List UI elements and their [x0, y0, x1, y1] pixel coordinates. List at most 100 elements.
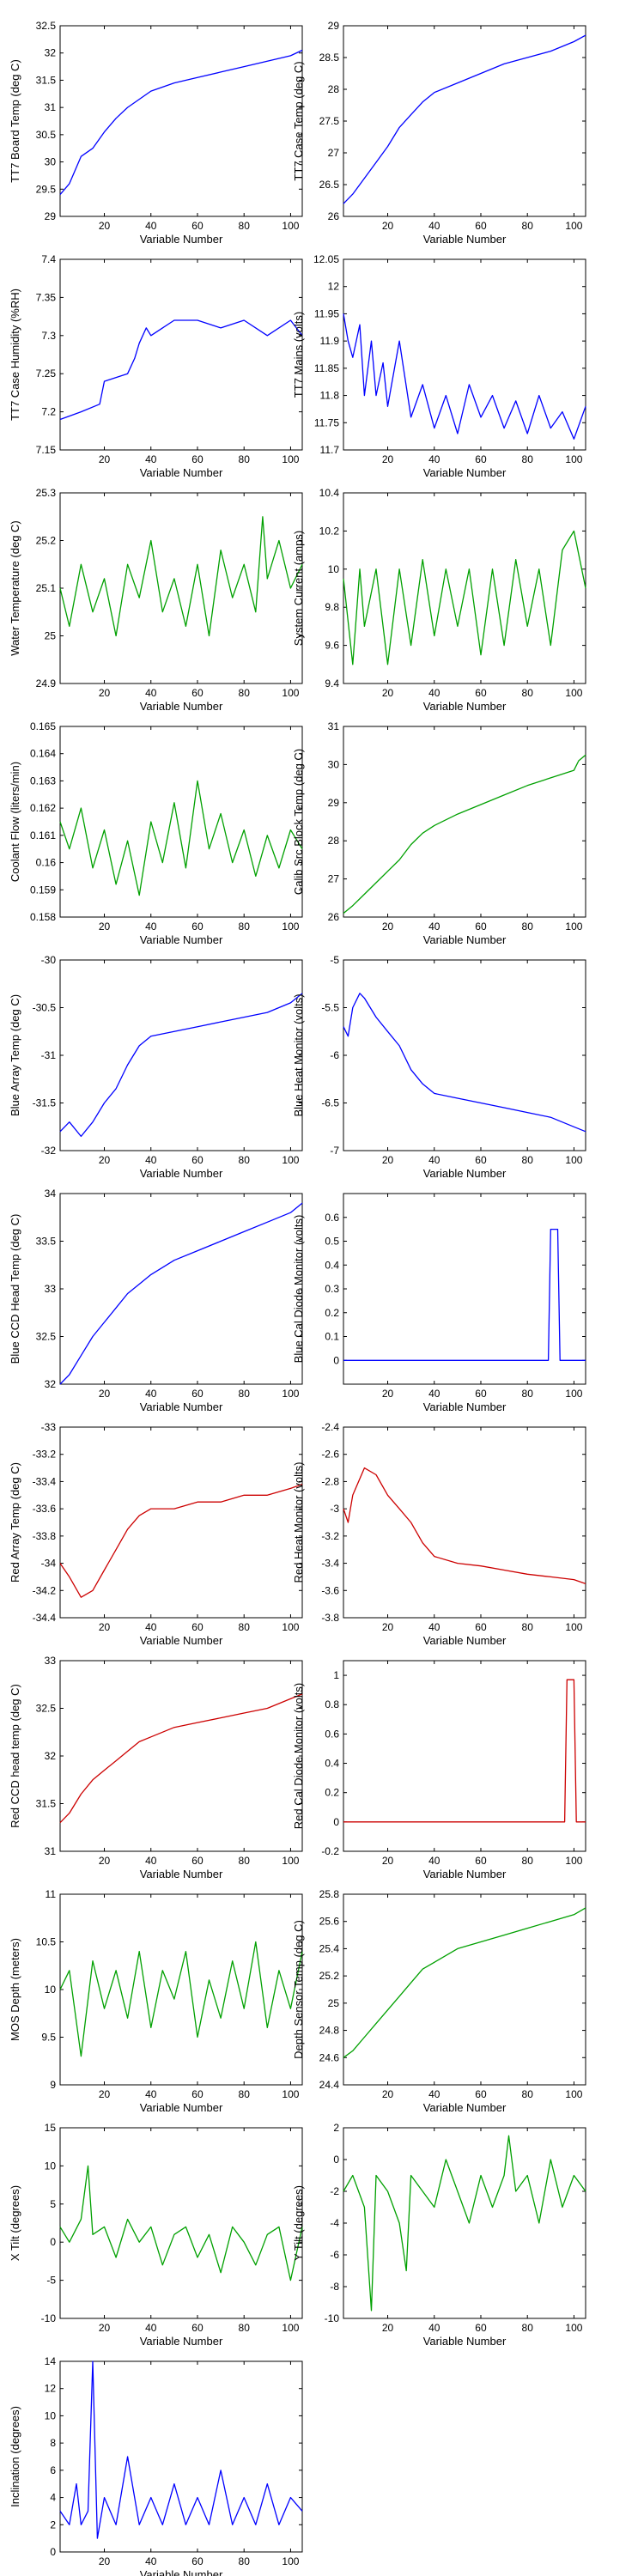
x-tick-label: 20 — [382, 687, 394, 699]
x-axis-label: Variable Number — [423, 1167, 507, 1180]
y-axis-label: TT7 Case Humidity (%RH) — [9, 289, 21, 421]
x-tick-label: 60 — [475, 220, 487, 232]
y-tick-label: -30 — [41, 954, 57, 966]
x-tick-label: 80 — [239, 2322, 251, 2334]
series-line — [59, 1941, 303, 2057]
x-tick-label: 100 — [565, 1621, 582, 1633]
y-axis-label: Water Temperature (deg C) — [9, 520, 21, 656]
chart-panel-1: 20 40 60 80 100 29 29.5 30 30.5 31 31.5 32 32.5 Varia… — [9, 20, 303, 246]
y-axis-label: Coolant Flow (liters/min) — [9, 762, 21, 882]
chart-panel-21: 20 40 60 80 100 0 2 4 6 8 10 12 14 Variable Number Inc… — [9, 2355, 303, 2576]
x-tick-label: 80 — [239, 1621, 251, 1633]
y-tick-label: 0.3 — [325, 1283, 339, 1295]
chart-panel-20: 20 40 60 80 100 -10 -8 -6 -4 -2 0 2 Variable Number Y… — [292, 2122, 586, 2348]
y-tick-label: 11 — [46, 1888, 57, 1900]
y-tick-label: 26 — [328, 210, 340, 222]
x-axis-label: Variable Number — [423, 2101, 507, 2114]
chart-panel-11: 20 40 60 80 100 32 32.5 33 33.5 34 Variable Number… — [9, 1188, 303, 1413]
y-tick-label: 7.15 — [36, 444, 57, 456]
y-tick-label: 25 — [328, 1997, 340, 2009]
x-tick-label: 60 — [475, 687, 487, 699]
series-line — [59, 1202, 303, 1385]
y-tick-label: 10 — [45, 2409, 57, 2421]
y-tick-label: -3.8 — [321, 1612, 339, 1624]
x-tick-label: 100 — [565, 453, 582, 465]
x-tick-label: 20 — [382, 220, 394, 232]
y-tick-label: 32 — [45, 1750, 57, 1762]
y-tick-label: 30 — [45, 156, 57, 168]
x-axis-label: Variable Number — [423, 2335, 507, 2348]
y-tick-label: -4 — [330, 2217, 339, 2229]
series-line — [59, 319, 303, 421]
plot-area — [59, 1660, 303, 1852]
y-tick-label: 2 — [50, 2518, 56, 2530]
y-tick-label: -6 — [330, 1049, 339, 1061]
y-tick-label: 25.4 — [319, 1942, 340, 1954]
y-tick-label: 27 — [328, 147, 340, 159]
x-tick-label: 40 — [145, 453, 157, 465]
y-tick-label: 7.3 — [41, 330, 56, 342]
x-tick-label: 20 — [382, 1855, 394, 1867]
x-tick-label: 20 — [382, 2088, 394, 2100]
y-tick-label: 0 — [50, 2236, 56, 2248]
y-tick-label: 29 — [328, 797, 340, 809]
y-axis-label: Blue Heat Monitor (volts) — [292, 993, 305, 1116]
y-tick-label: 10 — [45, 1984, 57, 1996]
x-tick-label: 60 — [191, 1855, 204, 1867]
x-axis-label: Variable Number — [140, 1868, 223, 1880]
x-tick-label: 100 — [282, 220, 299, 232]
y-tick-label: 11.95 — [314, 307, 339, 319]
series-line — [343, 313, 586, 440]
y-tick-label: -2.8 — [321, 1475, 339, 1487]
x-axis-label: Variable Number — [140, 1167, 223, 1180]
x-tick-label: 80 — [522, 220, 534, 232]
y-tick-label: 9.6 — [325, 640, 339, 652]
y-tick-label: -34 — [41, 1558, 57, 1570]
y-axis-label: X Tilt (degrees) — [9, 2185, 21, 2261]
x-tick-label: 40 — [428, 687, 440, 699]
series-line — [343, 1228, 586, 1361]
x-axis-label: Variable Number — [140, 2335, 223, 2348]
y-tick-label: 4 — [50, 2492, 56, 2504]
x-tick-label: 60 — [475, 1388, 487, 1400]
x-tick-label: 60 — [191, 687, 204, 699]
y-tick-label: 11.85 — [314, 362, 339, 374]
x-axis-label: Variable Number — [140, 1400, 223, 1413]
x-tick-label: 100 — [565, 1388, 582, 1400]
x-tick-label: 40 — [145, 2088, 157, 2100]
y-tick-label: -3 — [330, 1503, 339, 1515]
x-tick-label: 100 — [565, 2088, 582, 2100]
chart-panel-12: 20 40 60 80 100 0 0.1 0.2 0.3 0.4 0.5 0.6 Variable N… — [292, 1193, 586, 1413]
y-tick-label: 0.4 — [325, 1259, 339, 1271]
y-tick-label: 25.6 — [319, 1916, 340, 1928]
series-line — [59, 2360, 303, 2539]
y-tick-label: 9.5 — [41, 2032, 56, 2044]
y-tick-label: 1 — [333, 1669, 339, 1681]
x-tick-label: 80 — [239, 1154, 251, 1166]
y-tick-label: -33.6 — [33, 1503, 57, 1515]
x-tick-label: 80 — [522, 920, 534, 933]
y-tick-label: 33 — [45, 1283, 57, 1295]
y-axis-label: Red Cal Diode Monitor (volts) — [292, 1683, 305, 1830]
x-tick-label: 100 — [282, 920, 299, 933]
x-tick-label: 40 — [428, 2088, 440, 2100]
x-tick-label: 80 — [239, 220, 251, 232]
y-tick-label: 10 — [328, 563, 340, 575]
y-axis-label: TT7 Board Temp (deg C) — [9, 59, 21, 183]
y-axis-label: Inclination (degrees) — [9, 2406, 21, 2507]
series-line — [59, 516, 303, 637]
y-tick-label: -31.5 — [33, 1097, 57, 1109]
x-tick-label: 80 — [239, 2555, 251, 2567]
x-tick-label: 80 — [239, 1855, 251, 1867]
chart-panel-18: 20 40 60 80 100 24.4 24.6 24.8 25 25.2 25.4 25.6 25.… — [292, 1888, 586, 2114]
series-line — [343, 1907, 586, 2058]
y-tick-label: 14 — [45, 2355, 57, 2367]
x-tick-label: 40 — [145, 1154, 157, 1166]
y-tick-label: 28 — [328, 83, 340, 95]
y-tick-label: 0.6 — [325, 1212, 339, 1224]
x-tick-label: 40 — [428, 1855, 440, 1867]
x-tick-label: 80 — [239, 687, 251, 699]
y-tick-label: -5 — [330, 954, 339, 966]
y-tick-label: -5.5 — [321, 1002, 339, 1014]
chart-panel-16: 20 40 60 80 100 -0.2 0 0.2 0.4 0.6 0.8 1 Variable Nu… — [292, 1660, 586, 1880]
